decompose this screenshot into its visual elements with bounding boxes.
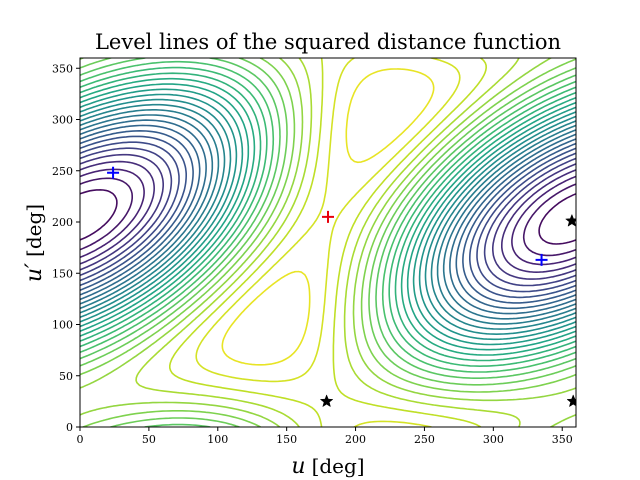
y-tick-label: 300 <box>52 114 73 127</box>
x-axis-ticks: 0 50 100 150 200 250 300 350 <box>77 427 573 446</box>
contour-level-line <box>221 68 435 366</box>
x-axis-label: u [deg] <box>291 454 364 479</box>
contour-lines <box>80 58 576 427</box>
plus-marker <box>107 166 120 179</box>
x-tick-label: 300 <box>483 433 504 446</box>
contour-level-line <box>80 124 576 310</box>
plot-frame <box>79 57 577 428</box>
contour-level-line <box>80 72 576 362</box>
star-marker <box>566 394 576 408</box>
chart-title: Level lines of the squared distance func… <box>95 30 561 54</box>
contour-level-line <box>135 58 521 427</box>
y-tick-label: 100 <box>52 319 73 332</box>
contour-level-line <box>80 160 576 273</box>
y-axis-label: u′[deg] <box>22 204 47 282</box>
plus-marker <box>322 210 334 223</box>
contour-level-line <box>80 114 576 320</box>
contour-level-line <box>80 60 576 373</box>
contour-level-line <box>80 58 576 427</box>
contour-level-line <box>80 83 576 351</box>
contour-level-line <box>80 147 576 287</box>
x-tick-label: 50 <box>142 433 156 446</box>
contour-level-line <box>80 135 576 299</box>
contour-level-line <box>80 130 576 304</box>
contour-level-line <box>80 141 576 293</box>
contour-level-line <box>169 58 487 427</box>
contour-level-line <box>80 98 576 335</box>
contour-level-line <box>80 93 576 341</box>
x-tick-label: 0 <box>77 433 84 446</box>
contour-level-line <box>80 153 576 280</box>
x-tick-label: 150 <box>276 433 297 446</box>
y-tick-label: 250 <box>52 165 73 178</box>
y-tick-label: 350 <box>52 62 73 75</box>
contour-level-line <box>80 119 576 315</box>
contour-level-line <box>80 88 576 346</box>
y-tick-label: 200 <box>52 216 73 229</box>
x-tick-label: 200 <box>345 433 366 446</box>
plus-marker <box>535 253 548 266</box>
y-tick-label: 150 <box>52 267 73 280</box>
contour-level-line <box>80 189 576 245</box>
x-tick-label: 350 <box>552 433 573 446</box>
y-tick-label: 50 <box>59 370 73 383</box>
x-tick-label: 250 <box>414 433 435 446</box>
contour-level-line <box>80 109 576 325</box>
markers <box>107 166 576 408</box>
contour-level-line <box>80 103 576 330</box>
star-marker <box>565 213 576 227</box>
star-marker <box>319 394 334 408</box>
y-tick-label: 0 <box>66 421 73 434</box>
x-tick-label: 100 <box>207 433 228 446</box>
y-axis-ticks: 0 50 100 150 200 250 300 350 <box>52 62 80 434</box>
contour-level-line <box>80 66 576 367</box>
contour-level-line <box>80 77 576 356</box>
